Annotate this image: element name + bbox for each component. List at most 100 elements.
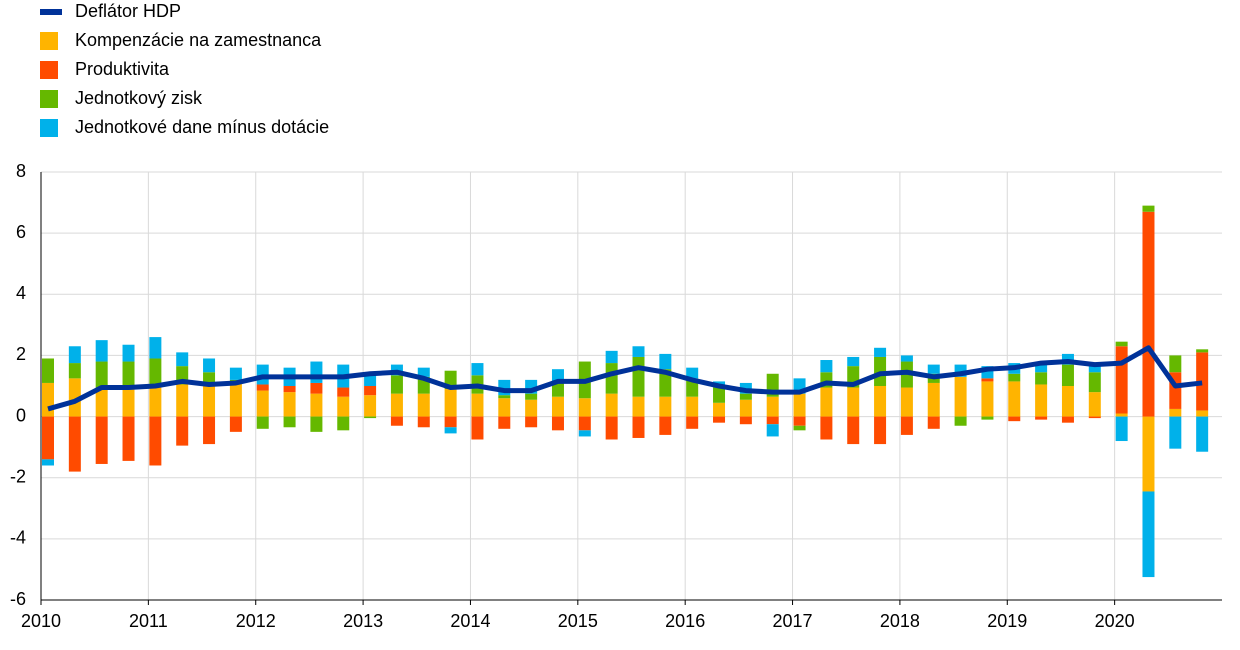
bar-segment: [1035, 372, 1048, 385]
legend-swatch: [40, 61, 58, 79]
bar-segment: [149, 386, 162, 417]
y-tick-label: 4: [16, 283, 26, 303]
bar-segment: [605, 350, 618, 364]
legend-label: Jednotkový zisk: [75, 88, 203, 108]
bar-segment: [444, 389, 457, 417]
bar-segment: [900, 416, 913, 435]
bar-segment: [1196, 410, 1209, 417]
bar-segment: [337, 416, 350, 431]
bar-segment: [122, 344, 135, 362]
bar-segment: [739, 416, 752, 425]
bar-segment: [874, 386, 887, 417]
bar-segment: [1115, 413, 1128, 417]
bar-segment: [820, 360, 833, 373]
x-tick-label: 2019: [987, 611, 1027, 631]
bar-segment: [1196, 416, 1209, 452]
bar-segment: [310, 393, 323, 417]
y-tick-label: 0: [16, 405, 26, 425]
bar-segment: [632, 346, 645, 357]
bar-segment: [42, 416, 54, 460]
bar-segment: [659, 396, 672, 417]
bar-segment: [713, 387, 726, 403]
bar-segment: [1035, 416, 1048, 420]
y-tick-label: 6: [16, 222, 26, 242]
bar-segment: [847, 356, 860, 367]
bar-segment: [310, 361, 323, 383]
bar-segment: [525, 399, 538, 417]
bar-segment: [981, 378, 994, 382]
bar-segment: [256, 416, 269, 429]
x-tick-label: 2012: [236, 611, 276, 631]
bar-segment: [1169, 416, 1182, 449]
bar-segment: [713, 416, 726, 423]
bar-segment: [42, 459, 54, 466]
bar-segment: [471, 363, 484, 376]
bar-segment: [551, 416, 564, 431]
bar-segment: [1008, 381, 1021, 417]
legend-label: Kompenzácie na zamestnanca: [75, 30, 322, 50]
y-tick-label: -2: [10, 466, 26, 486]
bar-segment: [283, 386, 296, 393]
y-tick-label: 2: [16, 344, 26, 364]
legend-swatch: [40, 32, 58, 50]
bar-segment: [283, 416, 296, 428]
bar-segment: [820, 387, 833, 417]
bar-segment: [364, 395, 377, 417]
bar-segment: [1088, 366, 1101, 373]
bar-segment: [1142, 416, 1155, 492]
bar-segment: [149, 337, 162, 359]
bar-segment: [551, 381, 564, 397]
bar-segment: [364, 416, 377, 419]
bar-segment: [766, 424, 779, 437]
x-tick-label: 2015: [558, 611, 598, 631]
bar-segment: [1115, 346, 1128, 414]
x-tick-label: 2016: [665, 611, 705, 631]
bar-segment: [954, 376, 967, 417]
bar-segment: [471, 393, 484, 417]
bar-segment: [927, 382, 940, 417]
bar-segment: [390, 375, 403, 394]
bar-segment: [95, 416, 108, 464]
bar-segment: [417, 367, 430, 377]
x-tick-label: 2011: [129, 611, 168, 631]
bar-segment: [551, 369, 564, 382]
bar-segment: [256, 390, 269, 417]
bar-segment: [927, 364, 940, 374]
bar-segment: [605, 363, 618, 394]
legend-swatch: [40, 9, 62, 15]
bar-segment: [176, 384, 189, 417]
bar-segment: [1142, 205, 1155, 212]
bar-segment: [310, 382, 323, 394]
bar-segment: [364, 375, 377, 386]
bar-segment: [68, 363, 81, 379]
bar-segment: [176, 352, 189, 367]
bar-segment: [1115, 416, 1128, 442]
bar-segment: [498, 416, 511, 429]
x-tick-label: 2018: [880, 611, 920, 631]
bar-segment: [229, 416, 242, 432]
legend-label: Deflátor HDP: [75, 1, 181, 21]
bar-segment: [981, 416, 994, 420]
bar-segment: [659, 353, 672, 370]
bar-segment: [203, 384, 216, 417]
bar-segment: [739, 399, 752, 417]
y-tick-label: 8: [16, 161, 26, 181]
x-tick-label: 2017: [773, 611, 813, 631]
bar-segment: [1061, 364, 1074, 386]
bar-segment: [498, 395, 511, 399]
x-tick-label: 2010: [21, 611, 61, 631]
bar-segment: [68, 416, 81, 472]
bar-segment: [68, 378, 81, 417]
bar-segment: [471, 416, 484, 440]
y-tick-label: -6: [10, 589, 26, 609]
bar-segment: [659, 416, 672, 435]
legend-swatch: [40, 90, 58, 108]
bar-segment: [203, 416, 216, 445]
bar-segment: [444, 427, 457, 434]
bar-segment: [1196, 352, 1209, 411]
x-tick-label: 2014: [450, 611, 490, 631]
bar-segment: [954, 416, 967, 426]
bar-segment: [1088, 372, 1101, 393]
bar-segment: [498, 398, 511, 417]
